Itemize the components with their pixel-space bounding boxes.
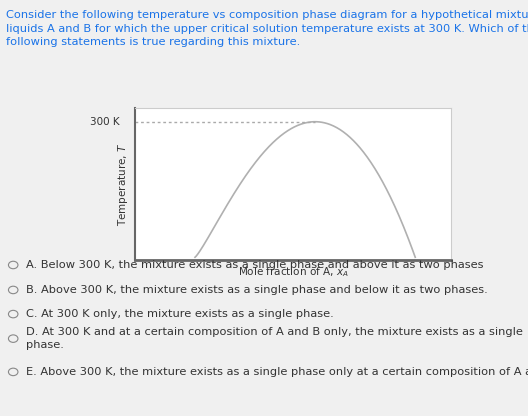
Text: 300 K: 300 K: [90, 117, 119, 127]
X-axis label: Mole fraction of A, $x_A$: Mole fraction of A, $x_A$: [238, 265, 348, 280]
Y-axis label: Temperature, $T$: Temperature, $T$: [117, 142, 130, 226]
Text: D. At 300 K and at a certain composition of A and B only, the mixture exists as : D. At 300 K and at a certain composition…: [26, 327, 523, 350]
Text: B. Above 300 K, the mixture exists as a single phase and below it as two phases.: B. Above 300 K, the mixture exists as a …: [26, 285, 488, 295]
Text: E. Above 300 K, the mixture exists as a single phase only at a certain compositi: E. Above 300 K, the mixture exists as a …: [26, 367, 528, 377]
Text: A. Below 300 K, the mixture exists as a single phase and above it as two phases: A. Below 300 K, the mixture exists as a …: [26, 260, 483, 270]
Text: Consider the following temperature vs composition phase diagram for a hypothetic: Consider the following temperature vs co…: [6, 10, 528, 47]
Text: C. At 300 K only, the mixture exists as a single phase.: C. At 300 K only, the mixture exists as …: [26, 309, 334, 319]
